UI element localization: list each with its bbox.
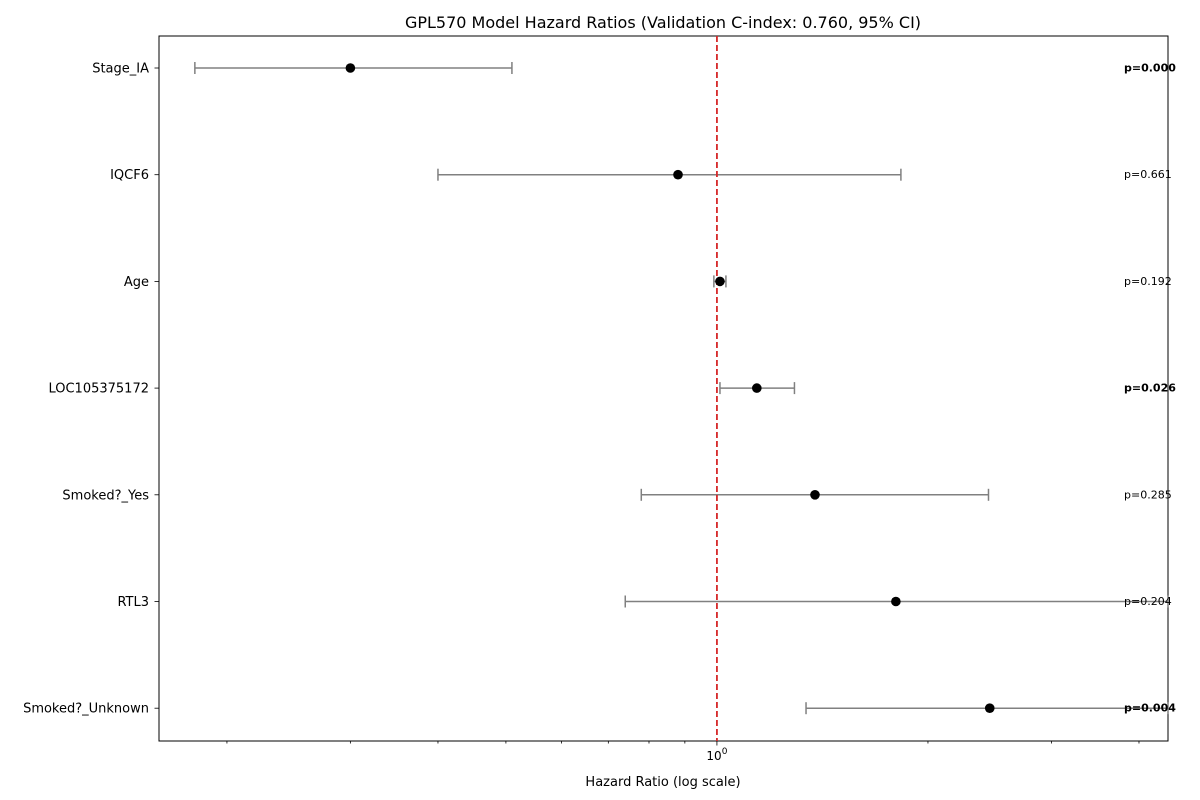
- hazard-ratio-point: [810, 490, 820, 500]
- p-value-label: p=0.661: [1124, 168, 1172, 181]
- hazard-ratio-point: [715, 276, 725, 287]
- y-tick-label: RTL3: [117, 595, 149, 610]
- hazard-ratio-point: [891, 596, 901, 607]
- hazard-ratio-point: [673, 169, 683, 180]
- p-value-label: p=0.004: [1124, 702, 1176, 715]
- p-value-label: p=0.026: [1124, 382, 1176, 395]
- plot-area: 100 Stage_IA IQCF6 Age LOC105375172 Smoked?_Y…: [23, 36, 1176, 763]
- x-tick-label: 100: [706, 747, 727, 763]
- y-tick-label: Smoked?_Yes: [62, 488, 149, 503]
- hazard-ratio-point: [752, 383, 762, 393]
- hazard-ratio-point: [984, 703, 995, 713]
- p-value-label: p=0.192: [1124, 275, 1172, 288]
- x-axis-label: Hazard Ratio (log scale): [585, 775, 740, 790]
- chart-title: GPL570 Model Hazard Ratios (Validation C…: [405, 13, 921, 32]
- y-tick-label: Smoked?_Unknown: [23, 702, 149, 717]
- p-value-label: p=0.204: [1124, 595, 1172, 608]
- plot-frame: [158, 35, 1169, 742]
- p-value-label: p=0.285: [1124, 488, 1172, 501]
- y-tick-label: LOC105375172: [48, 382, 149, 397]
- p-value-label: p=0.000: [1124, 62, 1176, 75]
- y-tick-label: Age: [124, 275, 149, 290]
- y-tick-label: IQCF6: [110, 168, 149, 183]
- y-tick-label: Stage_IA: [92, 62, 149, 77]
- hazard-ratio-point: [345, 63, 356, 73]
